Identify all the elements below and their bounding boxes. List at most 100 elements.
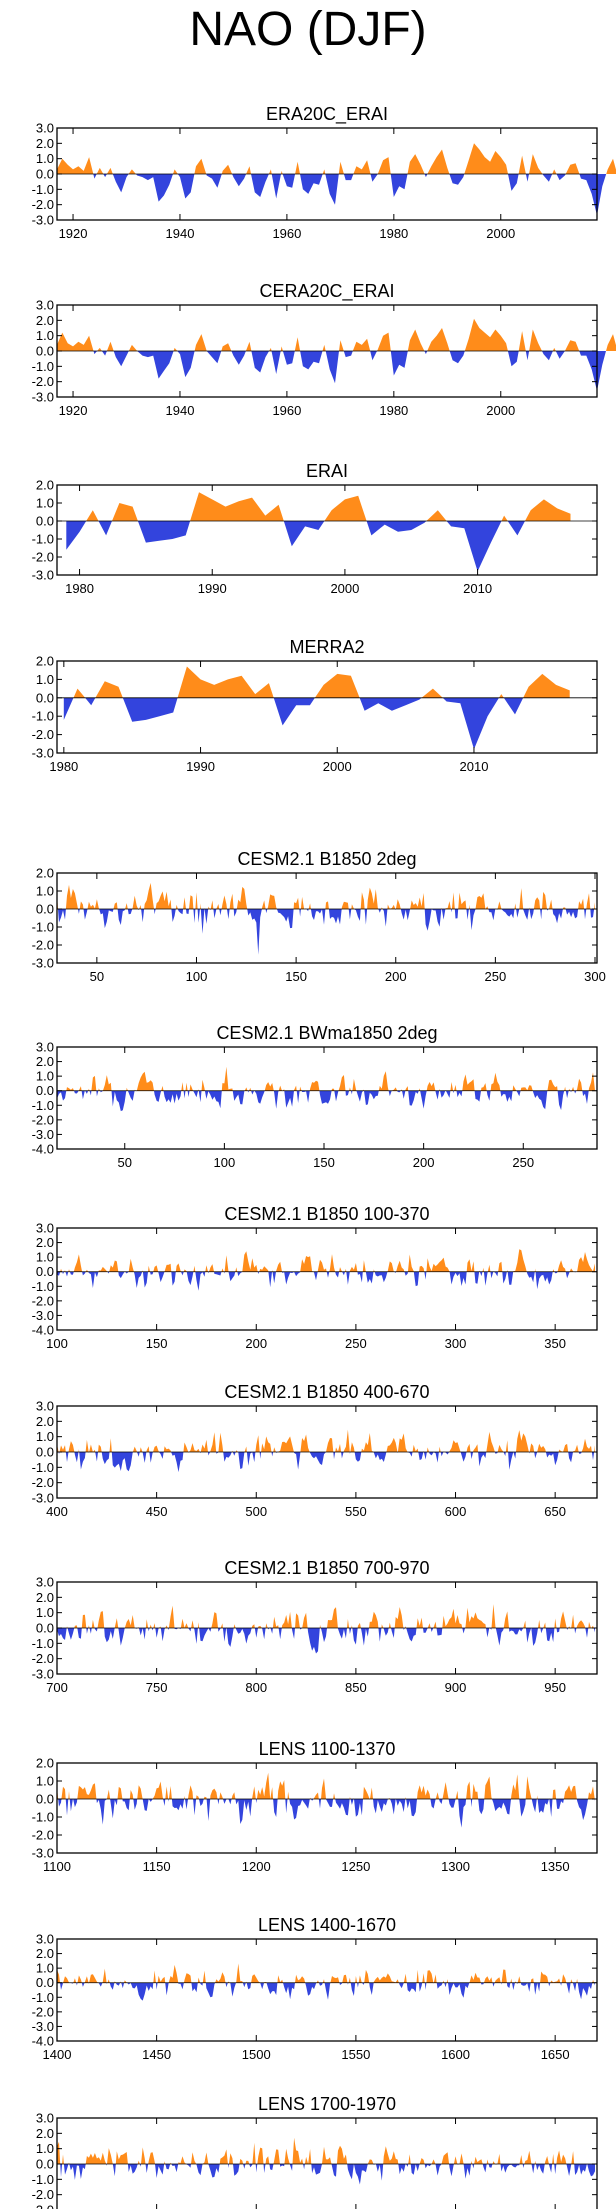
panel-title: CESM2.1 B1850 400-670 [224, 1382, 429, 1402]
x-tick-label: 100 [46, 1336, 68, 1351]
x-tick-label: 50 [118, 1155, 132, 1170]
x-tick-label: 950 [544, 1680, 566, 1695]
x-tick-label: 900 [445, 1680, 467, 1695]
chart-panel: LENS 1400-1670 3.02.01.00.0-1.0-2.0-3.0-4… [32, 1915, 598, 2062]
x-tick-label: 1960 [272, 403, 301, 418]
y-tick-label: -2.0 [32, 938, 54, 953]
x-tick-label: 1940 [166, 226, 195, 241]
x-tick-label: 1150 [143, 1859, 171, 1874]
figure-title: NAO (DJF) [189, 3, 427, 56]
y-tick-label: -1.0 [32, 182, 54, 197]
y-tick-label: 2.0 [36, 1414, 54, 1429]
x-tick-label: 2000 [486, 226, 515, 241]
x-tick-label: 100 [214, 1155, 236, 1170]
y-tick-label: 3.0 [36, 1040, 54, 1055]
y-tick-label: -1.0 [32, 709, 54, 724]
chart-panel: CESM2.1 BWma1850 2deg 3.02.01.00.0-1.0-2.… [32, 1023, 598, 1170]
positive-area [57, 1772, 595, 1799]
y-tick-label: -2.0 [32, 1475, 54, 1490]
negative-area [57, 1090, 595, 1112]
x-tick-label: 550 [345, 1504, 367, 1519]
positive-area [57, 882, 595, 909]
x-tick-label: 800 [245, 1680, 267, 1695]
panel-title: CESM2.1 B1850 100-370 [224, 1204, 429, 1224]
y-tick-label: 0.0 [36, 167, 54, 182]
y-tick-label: 1.0 [36, 1069, 54, 1084]
panel-title: LENS 1400-1670 [258, 1915, 396, 1935]
x-tick-label: 1980 [379, 226, 408, 241]
panel-title: LENS 1700-1970 [258, 2094, 396, 2114]
x-tick-label: 700 [46, 1680, 68, 1695]
y-tick-label: -3.0 [32, 1127, 54, 1142]
negative-area [57, 1799, 595, 1828]
y-tick-label: 0.0 [36, 1621, 54, 1636]
y-tick-label: -1.0 [32, 1098, 54, 1113]
x-tick-label: 1920 [59, 403, 88, 418]
y-tick-label: 1.0 [36, 1605, 54, 1620]
x-tick-label: 300 [445, 1336, 467, 1351]
x-tick-label: 200 [385, 969, 407, 984]
y-tick-label: 1.0 [36, 328, 54, 343]
positive-area [57, 143, 616, 174]
y-tick-label: -1.0 [32, 1636, 54, 1651]
y-tick-label: -3.0 [32, 2203, 54, 2209]
chart-panel: CESM2.1 B1850 400-670 3.02.01.00.0-1.0-2.… [32, 1382, 598, 1519]
x-tick-label: 1500 [242, 2047, 271, 2062]
y-tick-label: 0.0 [36, 1083, 54, 1098]
y-tick-label: -2.0 [32, 1112, 54, 1127]
y-tick-label: -1.0 [32, 1279, 54, 1294]
chart-panel: ERAI 2.0 1.0 0.0 -1.0 -2.0 -3.0 1980 1990 2000 201… [32, 461, 598, 596]
y-tick-label: -1.0 [32, 1810, 54, 1825]
panel-title: CESM2.1 B1850 2deg [237, 849, 416, 869]
positive-area [57, 1066, 595, 1091]
y-tick-label: -3.0 [32, 1308, 54, 1323]
y-tick-label: -2.0 [32, 1828, 54, 1843]
y-tick-label: 0.0 [36, 1792, 54, 1807]
y-tick-label: 3.0 [36, 1932, 54, 1947]
x-tick-label: 1350 [541, 1859, 570, 1874]
y-tick-label: 1.0 [36, 884, 54, 899]
y-tick-label: 1.0 [36, 2141, 54, 2156]
y-tick-label: -1.0 [32, 2172, 54, 2187]
x-tick-label: 1920 [59, 226, 88, 241]
positive-area [57, 1249, 595, 1272]
x-tick-label: 1990 [198, 581, 227, 596]
y-tick-label: 2.0 [36, 1756, 54, 1771]
positive-area [57, 2137, 595, 2164]
positive-area [66, 492, 571, 521]
x-tick-label: 1550 [341, 2047, 370, 2062]
y-tick-label: 1.0 [36, 1961, 54, 1976]
x-tick-label: 650 [544, 1504, 566, 1519]
y-tick-label: 0.0 [36, 1445, 54, 1460]
y-tick-label: -2.0 [32, 550, 54, 565]
y-tick-label: -3.0 [32, 746, 54, 761]
x-tick-label: 2010 [460, 759, 489, 774]
y-tick-label: -2.0 [32, 1293, 54, 1308]
x-tick-label: 150 [146, 1336, 168, 1351]
y-tick-label: -3.0 [32, 956, 54, 971]
y-tick-label: 3.0 [36, 1399, 54, 1414]
negative-area [57, 1452, 595, 1473]
x-tick-label: 1650 [541, 2047, 570, 2062]
y-tick-label: 2.0 [36, 2126, 54, 2141]
y-tick-label: -3.0 [32, 568, 54, 583]
negative-area [57, 1982, 595, 2001]
y-tick-label: -1.0 [32, 1990, 54, 2005]
x-tick-label: 150 [313, 1155, 335, 1170]
x-tick-label: 1960 [272, 226, 301, 241]
chart-panel: ERA20C_ERAI 3.02.01.00.0-1.0-2.0-3.0 1920 1… [32, 104, 616, 241]
plot-frame [56, 1227, 598, 1331]
y-tick-label: 0.0 [36, 690, 54, 705]
positive-area [57, 1429, 595, 1452]
y-tick-label: 0.0 [36, 1975, 54, 1990]
y-tick-label: 2.0 [36, 1946, 54, 1961]
y-tick-label: -2.0 [32, 374, 54, 389]
y-tick-label: 1.0 [36, 151, 54, 166]
plot-frame [56, 872, 598, 964]
panel-title: CERA20C_ERAI [259, 281, 394, 302]
y-tick-label: -2.0 [32, 2004, 54, 2019]
plot-frame [56, 1046, 598, 1150]
